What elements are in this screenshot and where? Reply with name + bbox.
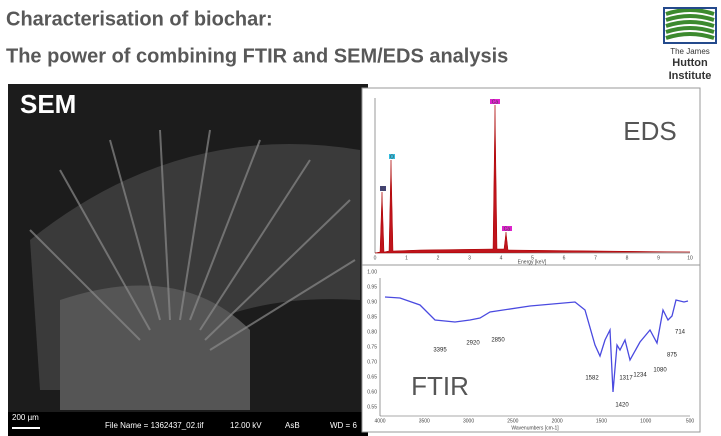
x-tick-label: 3 <box>468 255 471 261</box>
file-name: File Name = 1362437_02.tif <box>105 421 204 430</box>
eds-panel: C O Ca Ca EDS 0 1 2 3 4 5 6 7 8 9 10 Energy [keV] <box>361 87 701 266</box>
logo-text: The James <box>670 47 710 56</box>
y-tick-label: 0.85 <box>367 314 377 320</box>
detector: AsB <box>285 421 300 430</box>
x-tick-label: 2000 <box>552 418 563 424</box>
x-tick-label: 9 <box>657 255 660 261</box>
logo-text: Hutton <box>672 57 708 69</box>
peak-label: 1582 <box>585 376 599 382</box>
x-tick-label: 4 <box>500 255 503 261</box>
axis-label: Energy [keV] <box>518 259 547 265</box>
y-tick-label: 0.60 <box>367 389 377 395</box>
peak-label: 1317 <box>619 376 633 382</box>
x-tick-label: 3500 <box>419 418 430 424</box>
peak-label: 1080 <box>653 368 667 374</box>
x-tick-label: 5 <box>531 255 534 261</box>
wd: WD = 6 <box>330 421 357 430</box>
ftir-label: FTIR <box>411 371 469 401</box>
title-line: The power of combining FTIR and SEM/EDS … <box>6 45 508 67</box>
peak-label: 1234 <box>633 373 647 379</box>
x-tick-label: 7 <box>594 255 597 261</box>
title-line: Characterisation of biochar: <box>6 8 273 30</box>
y-tick-label: 0.95 <box>367 284 377 290</box>
x-tick-label: 1500 <box>596 418 607 424</box>
peak-label: 1420 <box>615 403 629 409</box>
y-tick-label: 0.70 <box>367 359 377 365</box>
peak-label: Ca <box>492 99 499 105</box>
peak-label: 875 <box>667 353 678 359</box>
x-tick-label: 1 <box>405 255 408 261</box>
y-tick-label: 1.00 <box>367 269 377 275</box>
peak-label: 2920 <box>466 341 480 347</box>
ftir-panel: 3395 2920 2850 1582 1420 1317 1234 1080 875 714 F… <box>361 264 701 433</box>
peak-label: 714 <box>675 330 686 336</box>
y-tick-label: 0.90 <box>367 299 377 305</box>
sem-image: SEM 200 µm File Name = 1362437_02.tif 12… <box>8 84 368 436</box>
x-tick-label: 2 <box>437 255 440 261</box>
peak-label: Ca <box>504 226 511 232</box>
eds-label: EDS <box>623 116 676 146</box>
logo: The James Hutton Institute <box>663 7 717 82</box>
y-tick-label: 0.55 <box>367 404 377 410</box>
y-tick-label: 0.65 <box>367 374 377 380</box>
x-tick-label: 10 <box>687 255 693 261</box>
sem-label: SEM <box>20 89 76 119</box>
axis-label: Wavenumbers [cm-1] <box>511 425 559 431</box>
x-tick-label: 1000 <box>640 418 651 424</box>
x-tick-label: 6 <box>563 255 566 261</box>
scale-bar: 200 µm <box>12 413 39 422</box>
peak-label: 2850 <box>491 338 505 344</box>
x-tick-label: 0 <box>374 255 377 261</box>
y-tick-label: 0.80 <box>367 329 377 335</box>
peak-label: 3395 <box>433 348 447 354</box>
peak-label: O <box>390 154 394 160</box>
peak-label: C <box>381 186 385 192</box>
x-tick-label: 4000 <box>374 418 385 424</box>
x-tick-label: 3000 <box>463 418 474 424</box>
x-tick-label: 8 <box>626 255 629 261</box>
y-tick-label: 0.75 <box>367 344 377 350</box>
x-tick-label: 2500 <box>507 418 518 424</box>
voltage: 12.00 kV <box>230 421 262 430</box>
x-tick-label: 500 <box>686 418 695 424</box>
logo-text: Institute <box>669 70 712 82</box>
